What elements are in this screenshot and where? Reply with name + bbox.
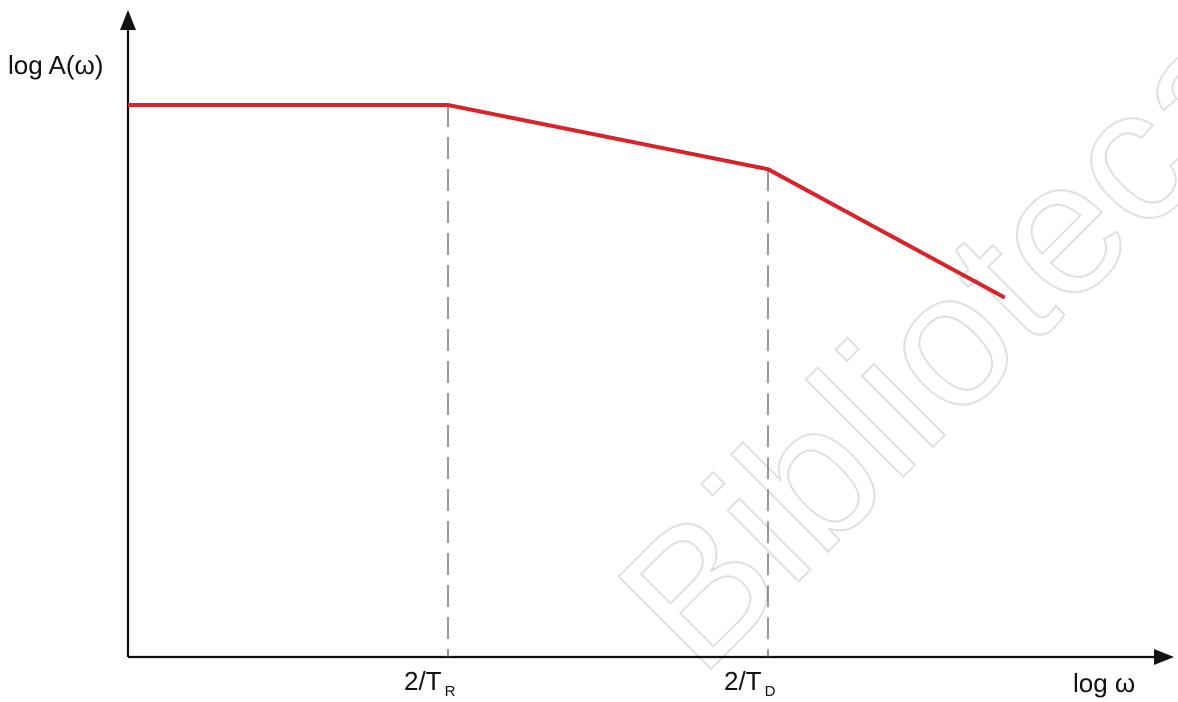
axes	[120, 10, 1174, 665]
x-tick-label-base: 2/T	[724, 666, 762, 696]
x-tick-label-base: 2/T	[404, 666, 442, 696]
x-tick-label-subscript: D	[765, 683, 776, 700]
x-axis-arrow	[1154, 649, 1174, 665]
tick-labels: 2/T R 2/T D	[404, 666, 776, 700]
watermark: Bibliotecas UAQ	[578, 0, 1178, 702]
magnitude-response-line	[128, 103, 1006, 300]
x-axis-label: log ω	[1073, 668, 1135, 698]
y-axis-label: log A(ω)	[8, 50, 103, 80]
y-axis-arrow	[120, 10, 136, 30]
breakpoint-guides	[447, 105, 769, 657]
watermark-text: Bibliotecas UAQ	[579, 0, 1178, 702]
x-tick-label-subscript: R	[445, 683, 456, 700]
x-tick-label-0: 2/T R	[404, 666, 456, 700]
x-tick-label-1: 2/T D	[724, 666, 776, 700]
